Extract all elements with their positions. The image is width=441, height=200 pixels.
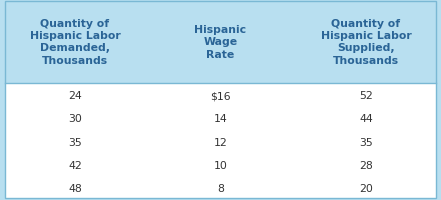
Text: 52: 52 xyxy=(359,91,373,101)
Text: 10: 10 xyxy=(213,160,228,170)
Text: 12: 12 xyxy=(213,137,228,147)
Text: 42: 42 xyxy=(68,160,82,170)
Text: 28: 28 xyxy=(359,160,373,170)
Text: 14: 14 xyxy=(213,114,228,124)
Text: 8: 8 xyxy=(217,183,224,193)
Text: 35: 35 xyxy=(68,137,82,147)
Text: 24: 24 xyxy=(68,91,82,101)
Text: 20: 20 xyxy=(359,183,373,193)
Text: Quantity of
Hispanic Labor
Supplied,
Thousands: Quantity of Hispanic Labor Supplied, Tho… xyxy=(321,19,411,65)
Text: Quantity of
Hispanic Labor
Demanded,
Thousands: Quantity of Hispanic Labor Demanded, Tho… xyxy=(30,19,120,65)
Text: 44: 44 xyxy=(359,114,373,124)
Text: 35: 35 xyxy=(359,137,373,147)
Text: $16: $16 xyxy=(210,91,231,101)
Text: Hispanic
Wage
Rate: Hispanic Wage Rate xyxy=(194,25,247,59)
Bar xyxy=(5,84,436,198)
Text: 48: 48 xyxy=(68,183,82,193)
Text: 30: 30 xyxy=(68,114,82,124)
